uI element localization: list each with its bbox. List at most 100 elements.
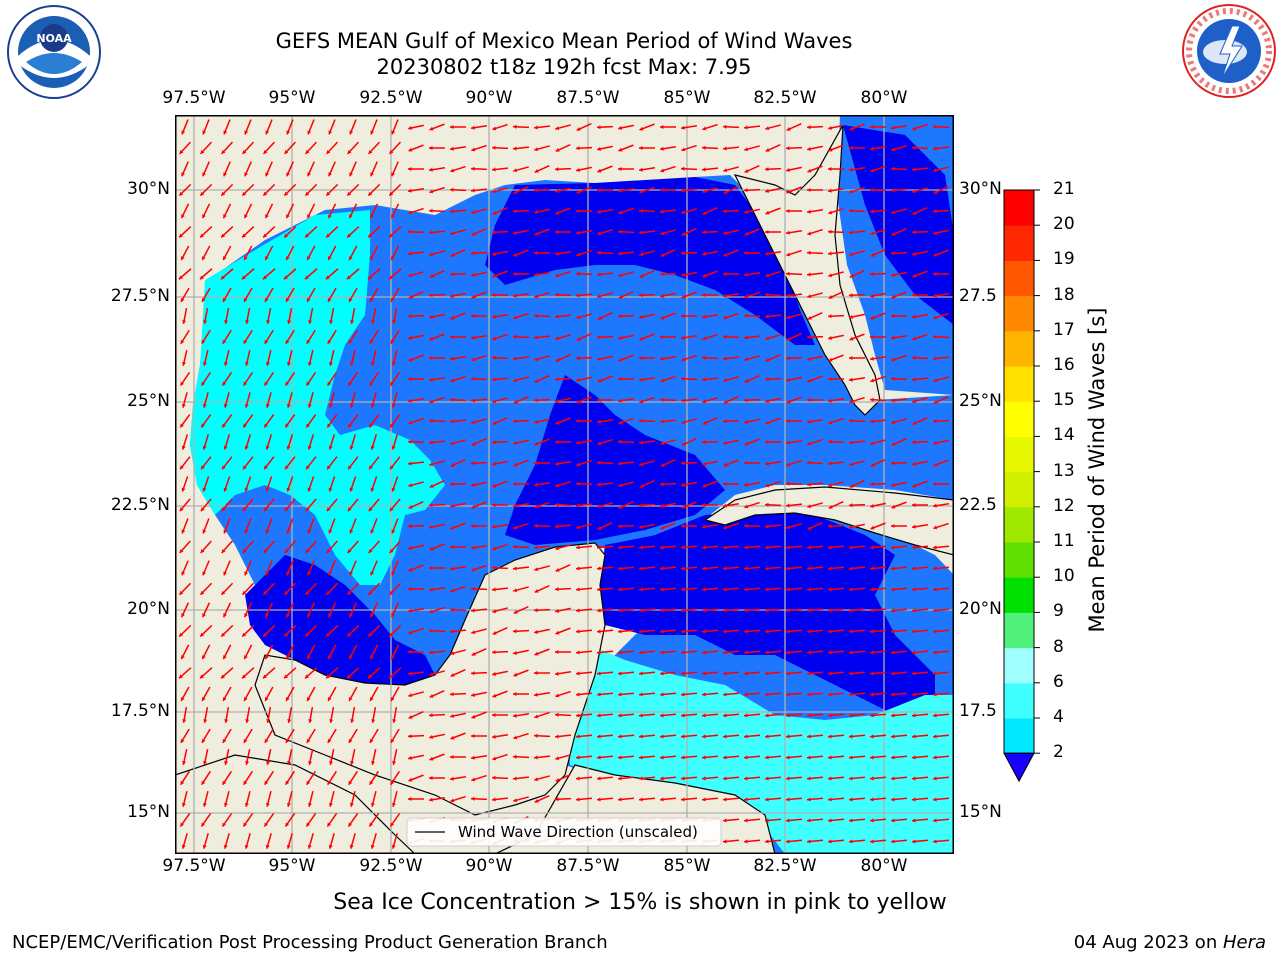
wave-arrow-head bbox=[471, 796, 475, 801]
wave-arrow-head bbox=[223, 802, 228, 807]
wave-arrow-head bbox=[681, 125, 685, 130]
wave-arrow-head bbox=[933, 293, 937, 298]
wave-arrow-head bbox=[307, 844, 312, 849]
wave-arrow-head bbox=[576, 208, 580, 214]
wave-arrow-head bbox=[765, 439, 769, 445]
wave-arrow-head bbox=[849, 336, 854, 341]
wave-arrow-head bbox=[639, 566, 643, 571]
wave-arrow-head bbox=[408, 671, 412, 676]
wave-arrow-head bbox=[597, 168, 602, 173]
wave-arrow-head bbox=[200, 233, 205, 238]
wave-arrow-head bbox=[912, 292, 916, 298]
wave-arrow-head bbox=[639, 776, 643, 781]
wave-arrow-head bbox=[492, 126, 497, 131]
wave-arrow-head bbox=[450, 168, 455, 173]
colorbar-tick: 11 bbox=[1053, 531, 1075, 551]
wave-arrow-head bbox=[471, 357, 476, 362]
wave-arrow-head bbox=[702, 461, 706, 466]
wave-arrow-head bbox=[513, 544, 517, 549]
wave-arrow-head bbox=[660, 650, 664, 655]
colorbar-segment bbox=[1004, 225, 1034, 261]
wave-arrow-head bbox=[389, 233, 394, 238]
wave-arrow-head bbox=[429, 314, 433, 319]
lon-tick-bottom: 92.5°W bbox=[359, 856, 423, 876]
wave-arrow-head bbox=[702, 273, 707, 278]
wave-arrow-head bbox=[390, 822, 395, 827]
wave-arrow-head bbox=[349, 571, 354, 576]
wave-arrow-head bbox=[849, 440, 853, 445]
wave-arrow-head bbox=[576, 440, 580, 445]
wave-arrow-head bbox=[369, 381, 374, 386]
wave-arrow-head bbox=[765, 502, 769, 507]
wave-arrow-head bbox=[328, 529, 333, 534]
wave-arrow-head bbox=[912, 755, 916, 760]
wave-arrow-head bbox=[639, 399, 644, 404]
wave-arrow-head bbox=[306, 465, 310, 470]
wave-arrow-head bbox=[870, 315, 875, 320]
wave-arrow-head bbox=[326, 507, 331, 512]
wave-arrow-head bbox=[245, 719, 250, 723]
wave-arrow-head bbox=[513, 189, 518, 194]
wave-arrow-head bbox=[828, 713, 832, 718]
wave-arrow-head bbox=[390, 297, 395, 302]
wave-arrow-head bbox=[492, 230, 496, 235]
wave-arrow-head bbox=[702, 314, 706, 319]
wave-arrow-head bbox=[870, 146, 874, 151]
wave-arrow-head bbox=[450, 272, 454, 277]
wave-arrow-head bbox=[618, 587, 622, 592]
wave-arrow-head bbox=[286, 256, 290, 261]
wave-arrow-head bbox=[284, 632, 289, 637]
wave-arrow-head bbox=[807, 525, 812, 530]
wave-arrow-head bbox=[807, 587, 811, 592]
wave-arrow-head bbox=[305, 507, 310, 512]
colorbar-tick: 8 bbox=[1053, 636, 1064, 657]
wave-arrow-head bbox=[912, 461, 916, 466]
wave-arrow-head bbox=[597, 146, 601, 151]
wave-arrow-head bbox=[828, 566, 832, 571]
wave-arrow-head bbox=[723, 503, 727, 508]
wave-arrow-head bbox=[264, 822, 269, 827]
wave-arrow-head bbox=[305, 149, 310, 154]
wave-arrow-head bbox=[723, 356, 727, 361]
wave-arrow-head bbox=[223, 844, 228, 849]
wave-arrow-head bbox=[660, 482, 664, 487]
wave-arrow-head bbox=[702, 210, 707, 215]
wave-arrow-head bbox=[326, 191, 331, 196]
wave-arrow-head bbox=[807, 755, 811, 760]
wave-arrow-head bbox=[307, 487, 312, 492]
wave-arrow-head bbox=[891, 294, 896, 299]
wave-arrow-head bbox=[202, 403, 207, 408]
wave-arrow-head bbox=[492, 355, 496, 360]
wave-arrow-head bbox=[264, 339, 269, 344]
wave-arrow-head bbox=[244, 844, 249, 849]
wave-arrow-head bbox=[450, 419, 454, 424]
wave-arrow-head bbox=[639, 355, 643, 361]
wave-arrow-head bbox=[367, 275, 372, 280]
wave-arrow-head bbox=[555, 712, 559, 717]
wave-arrow-head bbox=[576, 776, 580, 781]
wave-arrow-head bbox=[576, 481, 580, 486]
wave-arrow-head bbox=[369, 297, 374, 302]
colorbar-tick: 9 bbox=[1053, 601, 1064, 622]
wave-arrow-head bbox=[576, 755, 580, 760]
colorbar-tick: 21 bbox=[1053, 179, 1075, 199]
wave-arrow-head bbox=[202, 529, 207, 534]
wave-arrow-head bbox=[408, 755, 412, 760]
wave-arrow-head bbox=[660, 503, 664, 508]
wave-arrow-head bbox=[744, 839, 748, 844]
wave-arrow-head bbox=[242, 149, 247, 154]
wave-arrow-head bbox=[660, 293, 664, 298]
wave-arrow-head bbox=[265, 214, 269, 219]
wave-arrow-head bbox=[765, 420, 770, 425]
wave-arrow-head bbox=[765, 461, 769, 466]
wave-arrow-head bbox=[305, 191, 310, 196]
wave-arrow-head bbox=[786, 293, 790, 298]
wave-arrow-head bbox=[933, 334, 937, 339]
wave-arrow-head bbox=[723, 587, 727, 592]
wave-arrow-head bbox=[408, 210, 413, 215]
wave-arrow-head bbox=[786, 336, 791, 341]
wave-arrow-head bbox=[555, 797, 559, 802]
wave-arrow-head bbox=[807, 692, 811, 697]
wave-arrow-head bbox=[555, 167, 559, 172]
wave-arrow-head bbox=[702, 650, 706, 655]
